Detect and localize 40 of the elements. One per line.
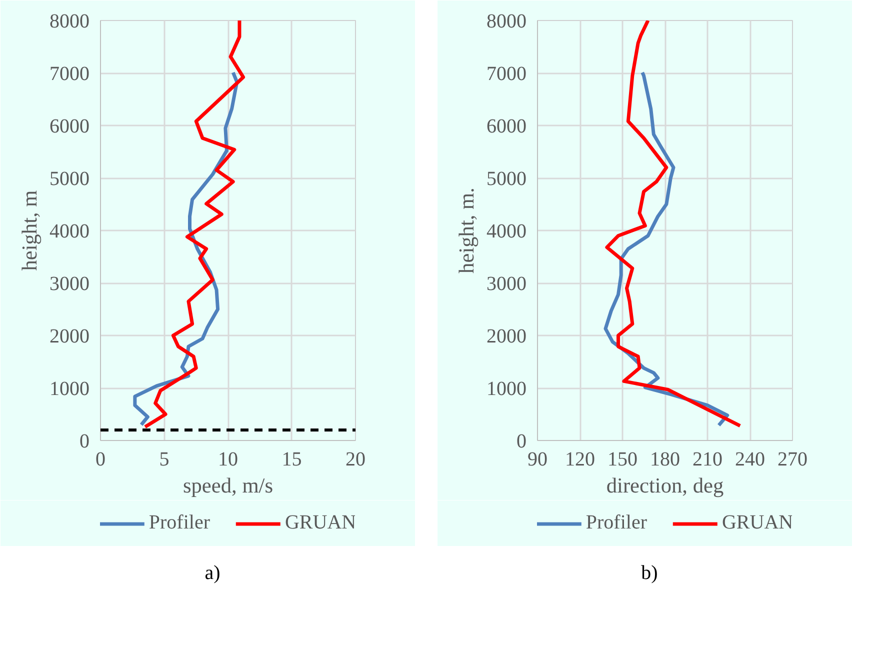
x-tick-label: 90 — [528, 448, 548, 470]
y-tick-label: 0 — [516, 430, 526, 452]
y-tick-label: 1000 — [486, 378, 526, 400]
x-tick-label: 240 — [735, 448, 765, 470]
x-tick-label: 10 — [218, 448, 238, 470]
y-tick-label: 7000 — [50, 63, 90, 85]
x-tick-label: 270 — [778, 448, 808, 470]
y-tick-label: 4000 — [486, 220, 526, 242]
y-tick-label: 5000 — [486, 168, 526, 190]
line-series — [143, 20, 246, 429]
y-tick-label: 8000 — [486, 10, 526, 32]
y-tick-label: 3000 — [50, 273, 90, 295]
x-tick-label: 15 — [282, 448, 302, 470]
x-tick-label: 150 — [608, 448, 638, 470]
y-tick-label: 0 — [80, 430, 90, 452]
y-tick-label: 2000 — [50, 326, 90, 348]
y-tick-label: 7000 — [486, 63, 526, 85]
y-tick-label: 6000 — [486, 116, 526, 138]
legend-label: Profiler — [148, 512, 210, 534]
y-axis-title: height, m — [18, 190, 42, 271]
x-tick-label: 120 — [565, 448, 595, 470]
x-tick-label: 180 — [650, 448, 680, 470]
x-tick-label: 5 — [159, 448, 170, 470]
y-tick-label: 8000 — [50, 10, 90, 32]
x-tick-label: 20 — [346, 448, 366, 470]
x-axis-title: direction, deg — [606, 474, 724, 498]
line-series — [605, 20, 742, 428]
y-tick-label: 2000 — [486, 326, 526, 348]
x-tick-label: 0 — [96, 448, 106, 470]
y-tick-label: 4000 — [50, 220, 90, 242]
y-tick-label: 6000 — [50, 116, 90, 138]
y-tick-label: 5000 — [50, 168, 90, 190]
text: a) — [204, 561, 220, 586]
y-tick-label: 1000 — [50, 378, 90, 400]
legend-label: Profiler — [586, 512, 647, 534]
y-tick-label: 3000 — [486, 273, 526, 295]
y-axis-title: height, m. — [454, 188, 478, 274]
text: b) — [641, 561, 658, 586]
x-tick-label: 210 — [692, 448, 722, 470]
x-axis-title: speed, m/s — [182, 474, 274, 498]
